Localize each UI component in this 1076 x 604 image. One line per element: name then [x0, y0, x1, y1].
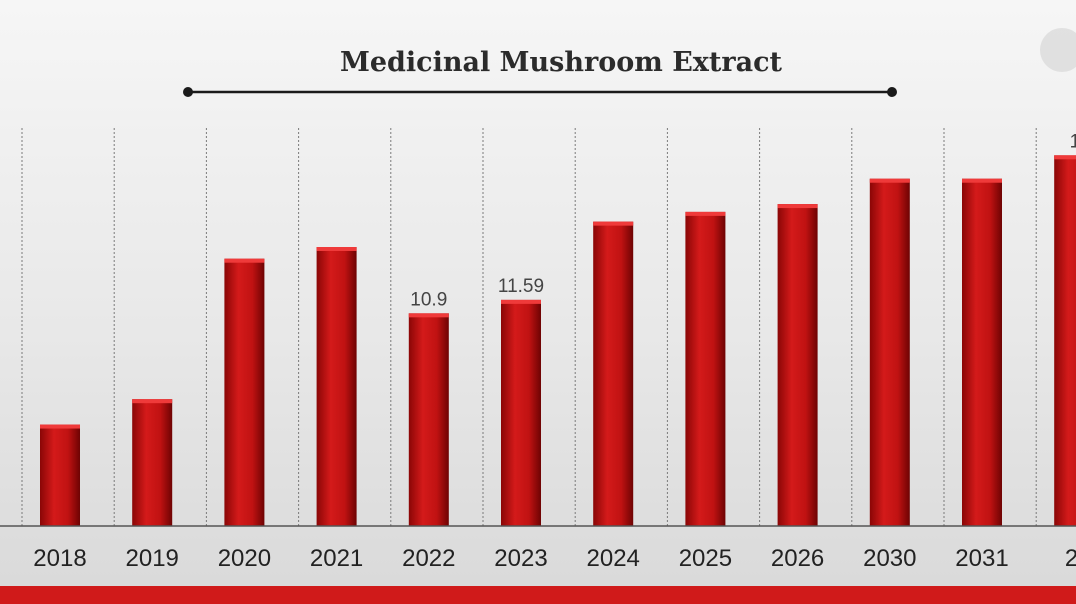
bar-2026	[777, 204, 818, 526]
bar-top-2024	[593, 221, 634, 226]
bar-2021	[316, 247, 357, 526]
bar-2025	[685, 211, 726, 526]
x-tick-label: 2019	[126, 545, 179, 572]
x-tick-label: 2031	[955, 545, 1008, 572]
x-tick-label: 2030	[863, 545, 916, 572]
title-bracket-start-dot	[183, 87, 193, 97]
bar-top-2022	[408, 313, 449, 318]
bar-top-2023	[501, 299, 541, 304]
x-tick-label: 2022	[402, 545, 455, 572]
bar-2018	[40, 424, 80, 526]
bar-top-2021	[316, 247, 357, 252]
watermark-logo	[1040, 28, 1076, 72]
data-label-2022: 10.9	[410, 289, 447, 310]
x-tick-label: 2025	[679, 545, 732, 572]
data-label-2032: 19	[1070, 131, 1076, 152]
bottom-accent-bar	[0, 586, 1076, 604]
title-group: Medicinal Mushroom Extract	[183, 47, 897, 97]
bar-top-2025	[685, 211, 726, 216]
x-tick-label: 20	[1065, 545, 1076, 572]
x-tick-label: 2023	[494, 545, 547, 572]
x-tick-label: 2020	[218, 545, 271, 572]
bar-top-2030	[869, 178, 910, 183]
bar-2019	[132, 399, 173, 526]
bar-2024	[593, 221, 634, 527]
bar-top-2026	[777, 204, 818, 209]
x-tick-label: 2018	[33, 545, 86, 572]
bar-top-2019	[132, 399, 173, 404]
bar-top-2020	[224, 258, 265, 263]
bar-2023	[501, 299, 541, 526]
bars	[40, 155, 1076, 527]
x-tick-label: 2021	[310, 545, 363, 572]
data-label-2023: 11.59	[498, 276, 544, 297]
chart-title: Medicinal Mushroom Extract	[340, 47, 783, 78]
bar-2030	[869, 178, 910, 526]
title-bracket-end-dot	[887, 87, 897, 97]
bar-2031	[962, 178, 1002, 526]
bar-top-2018	[40, 424, 80, 429]
bar-2022	[408, 313, 449, 526]
bar-top-2031	[962, 178, 1002, 183]
bar-top-2032	[1054, 155, 1076, 160]
bar-2032	[1054, 155, 1076, 526]
bar-2020	[224, 258, 265, 526]
x-tick-label: 2026	[771, 545, 824, 572]
x-tick-label: 2024	[587, 545, 640, 572]
